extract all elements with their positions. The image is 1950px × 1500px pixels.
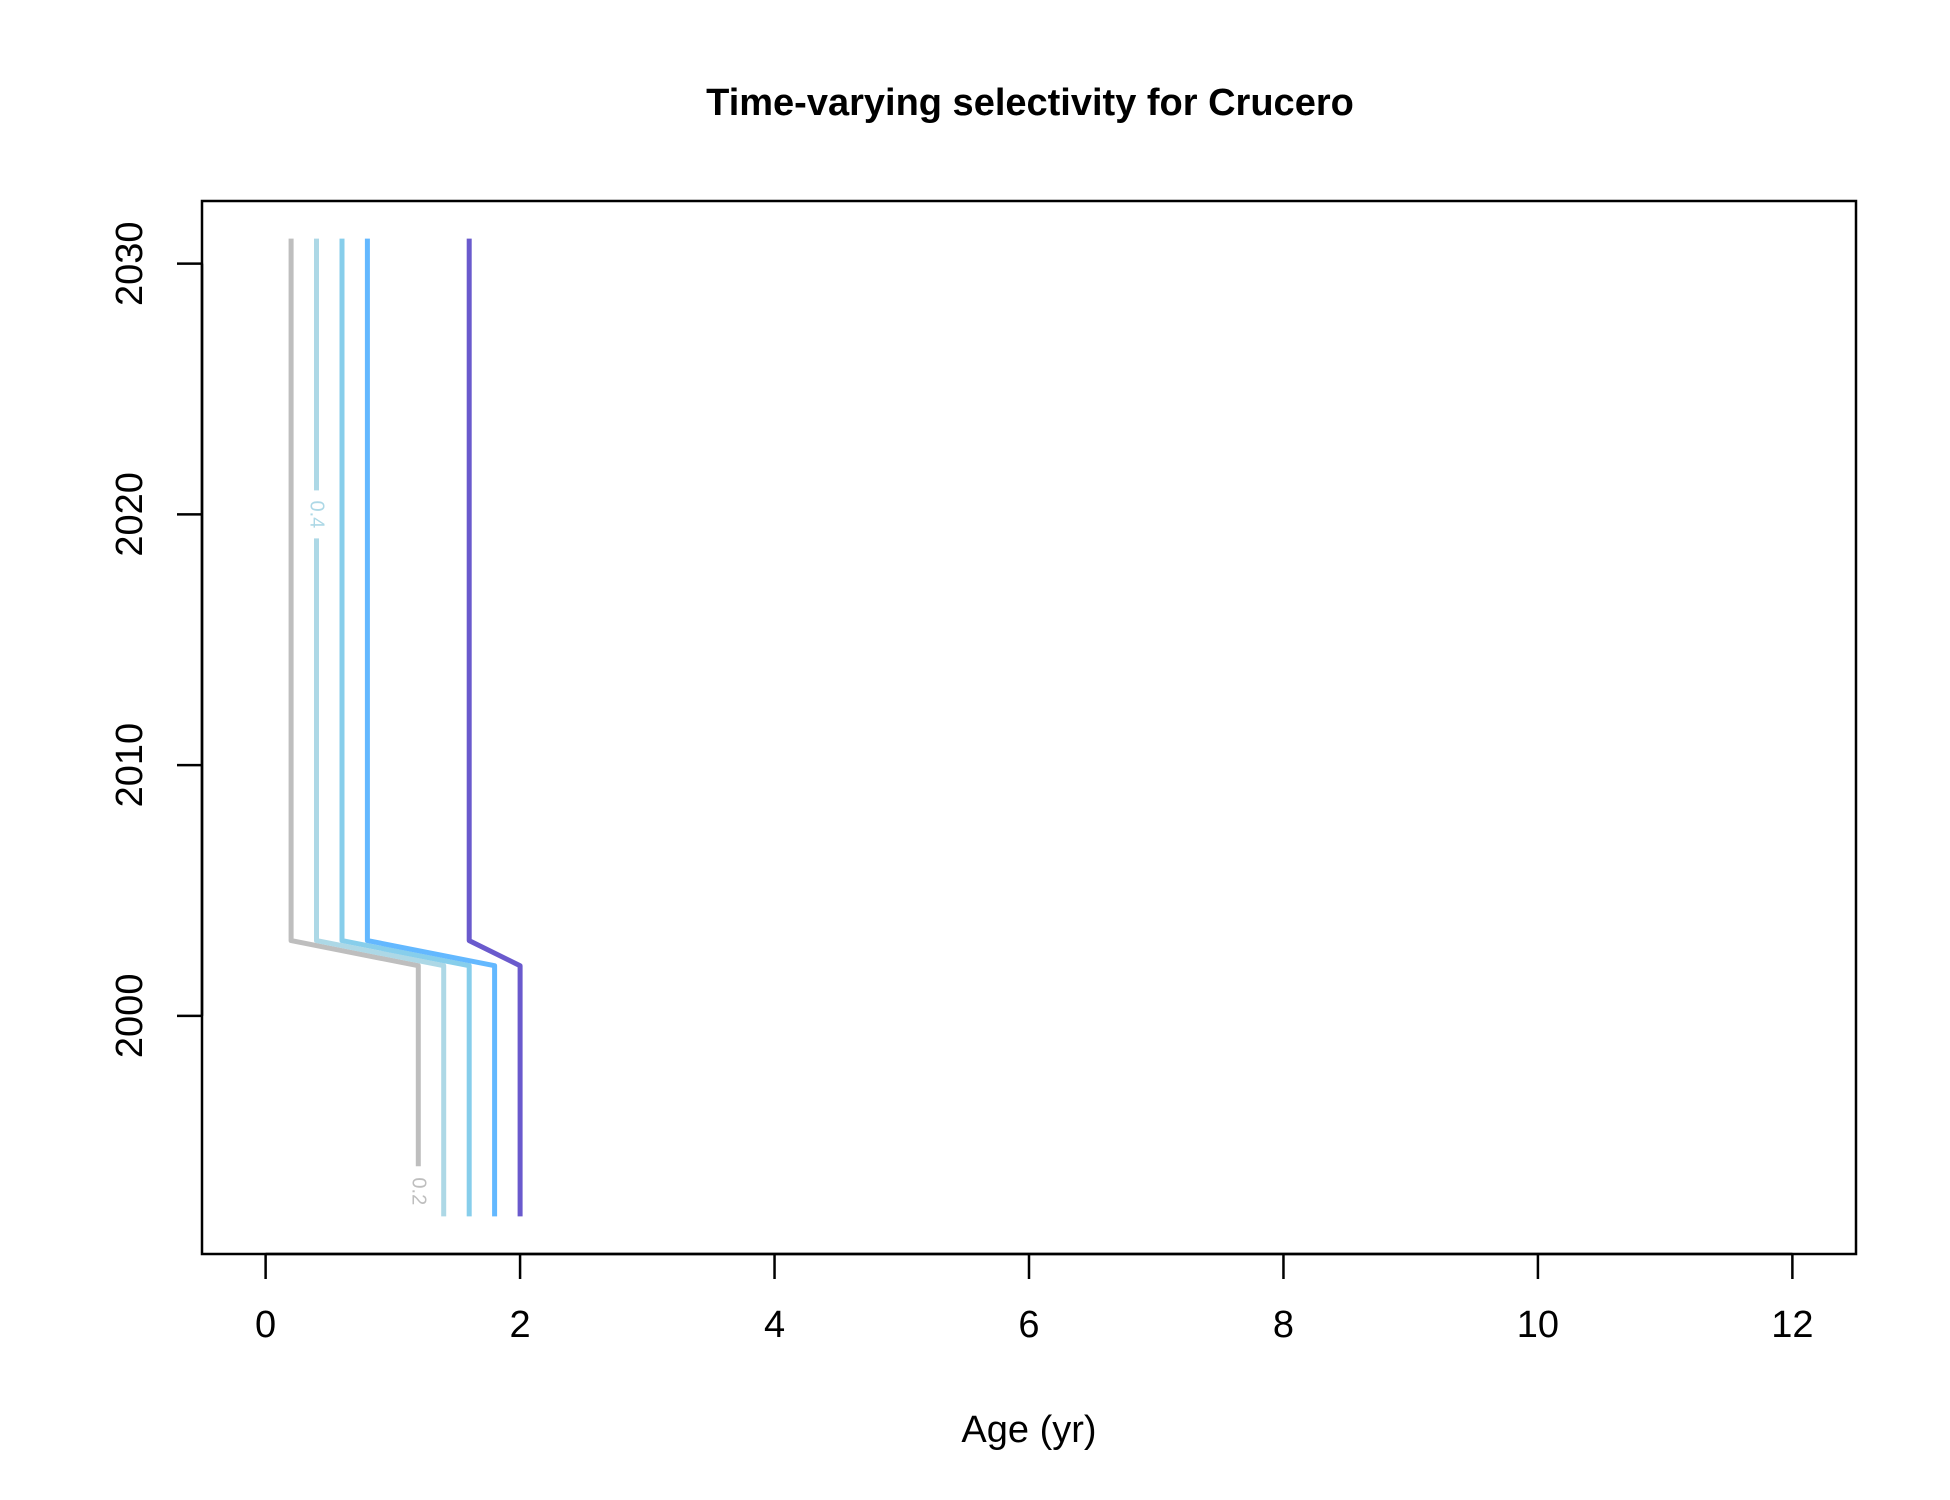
x-tick-label: 12 bbox=[1771, 1304, 1813, 1346]
series-layer bbox=[288, 238, 523, 1217]
x-tick-label: 8 bbox=[1273, 1304, 1294, 1346]
contour-line-1 bbox=[288, 238, 421, 1167]
y-tick-label: 2030 bbox=[109, 221, 151, 306]
y-tick-label: 2020 bbox=[109, 472, 151, 557]
x-axis-label: Age (yr) bbox=[961, 1409, 1096, 1451]
contour-line-2 bbox=[314, 238, 447, 1217]
y-axis: 2000 2010 2020 2030 bbox=[109, 221, 204, 1059]
x-axis: 0 2 4 6 8 10 12 bbox=[255, 1252, 1814, 1346]
contour-label-2: 0.2 bbox=[407, 1177, 429, 1205]
x-tick-label: 4 bbox=[764, 1304, 785, 1346]
contour-label-gap-2 bbox=[409, 1167, 428, 1216]
x-tick-label: 6 bbox=[1018, 1304, 1039, 1346]
contour-line-3 bbox=[339, 238, 472, 1217]
y-tick-label: 2010 bbox=[109, 723, 151, 808]
chart-title: Time-varying selectivity for Crucero bbox=[706, 82, 1354, 124]
contour-line-4 bbox=[364, 238, 498, 1217]
contour-label-layer: 0.4 0.2 bbox=[306, 490, 429, 1216]
contour-label-gap-1 bbox=[307, 490, 326, 539]
x-tick-label: 10 bbox=[1517, 1304, 1559, 1346]
x-tick-label: 2 bbox=[510, 1304, 531, 1346]
x-tick-label: 0 bbox=[255, 1304, 276, 1346]
y-tick-label: 2000 bbox=[109, 974, 151, 1059]
contour-line-5 bbox=[466, 238, 523, 1217]
contour-label-1: 0.4 bbox=[306, 500, 328, 528]
